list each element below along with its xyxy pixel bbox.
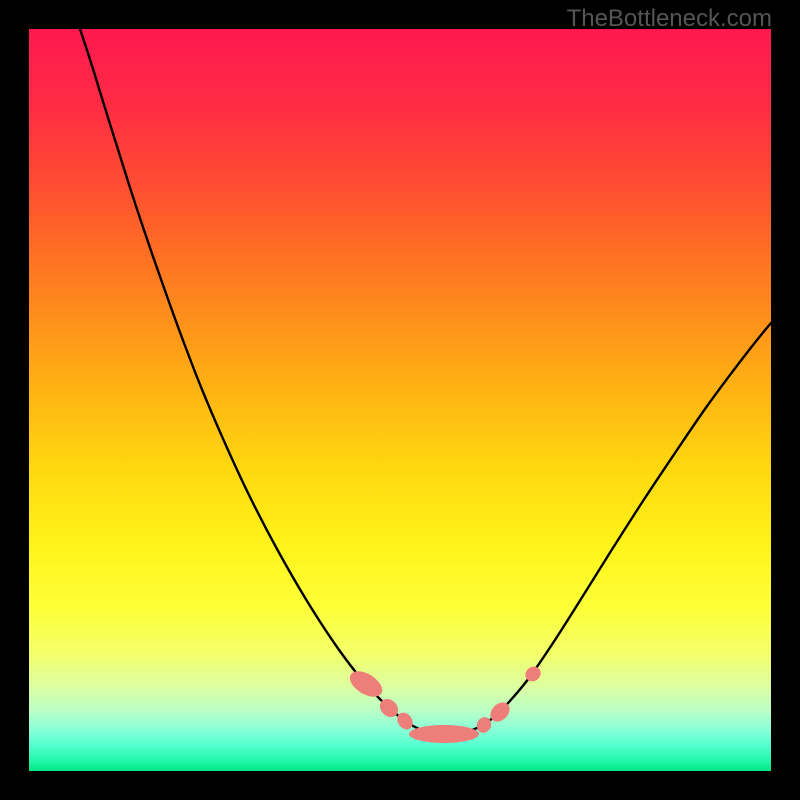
- gradient-background: [29, 29, 771, 771]
- chart-svg: [0, 0, 800, 800]
- curve-marker-3: [409, 725, 479, 743]
- chart-frame: TheBottleneck.com: [0, 0, 800, 800]
- watermark-text: TheBottleneck.com: [567, 5, 772, 33]
